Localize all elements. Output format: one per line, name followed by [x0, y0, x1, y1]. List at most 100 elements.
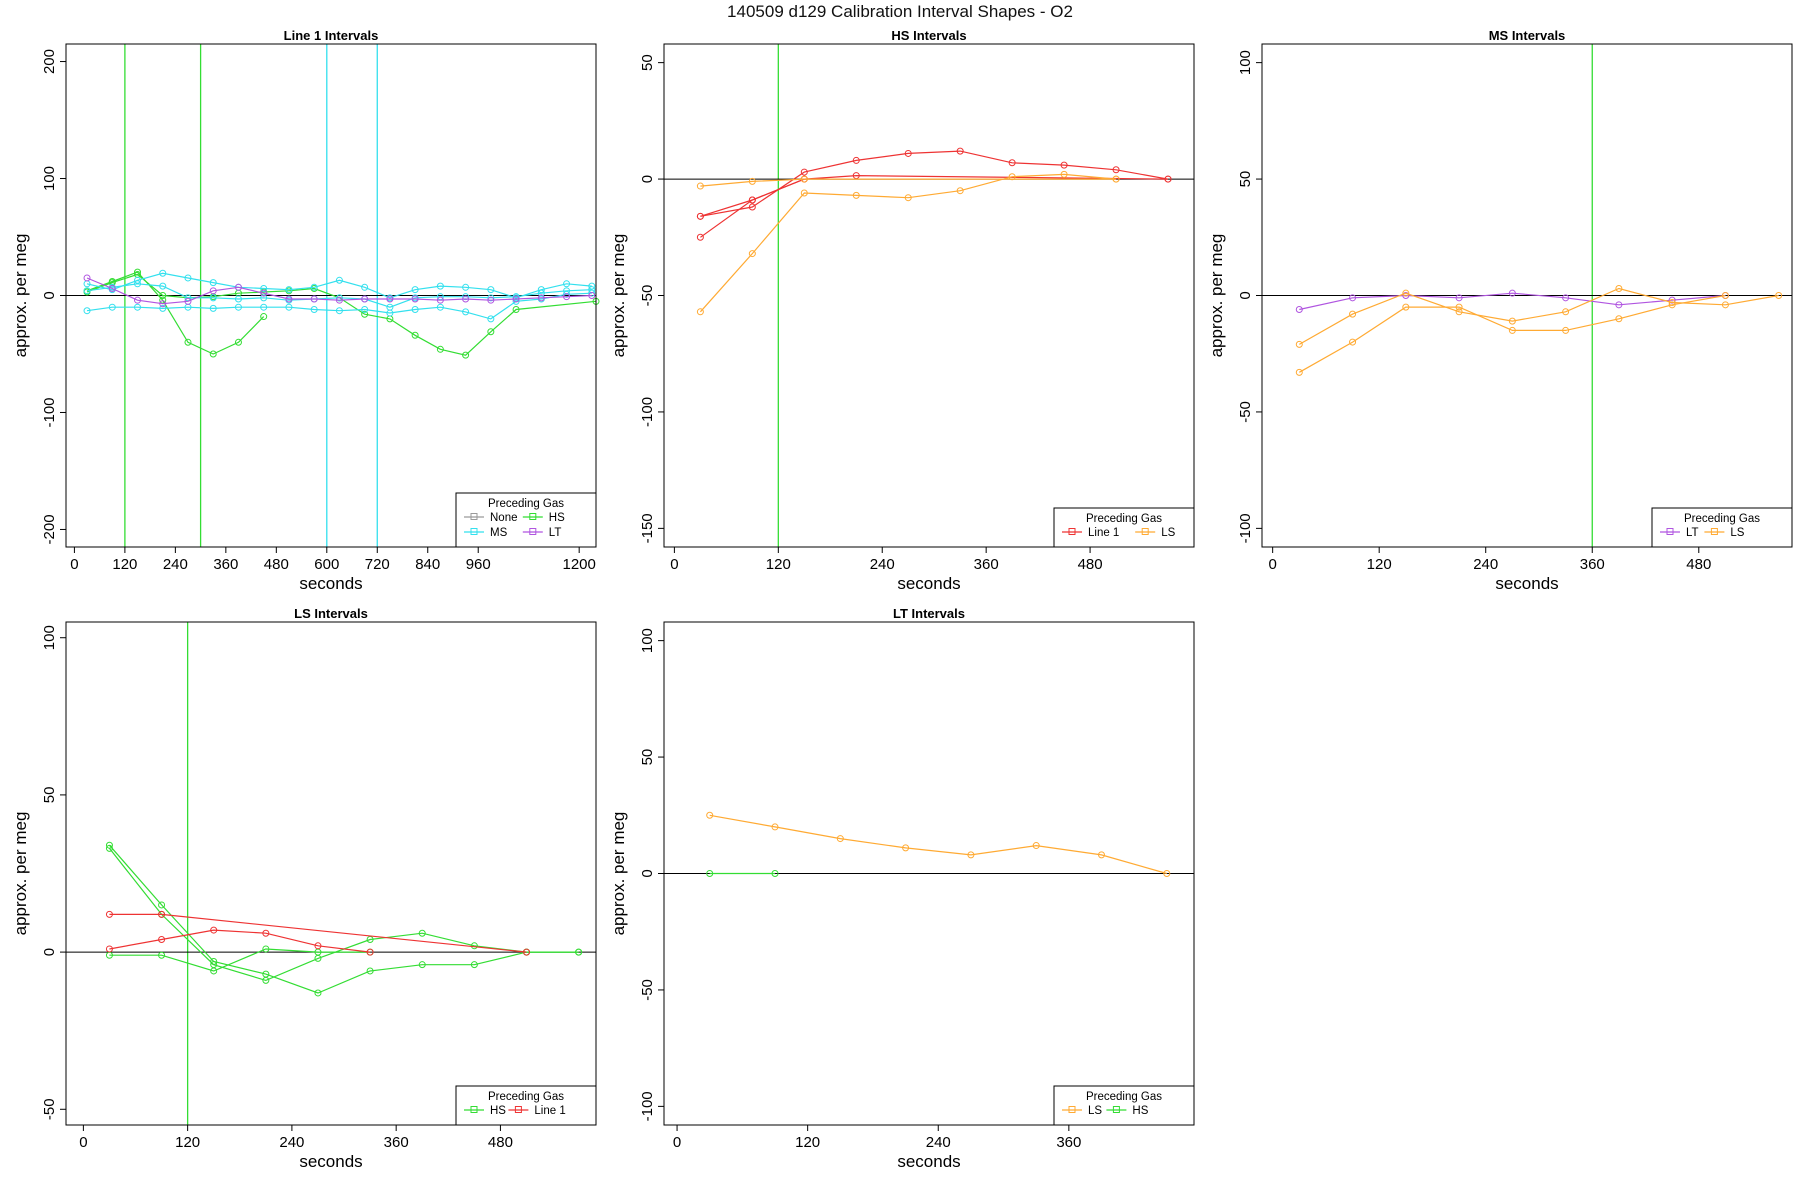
- x-tick-label: 480: [1078, 556, 1103, 573]
- data-point: [1097, 851, 1105, 859]
- data-point: [956, 187, 964, 195]
- data-point: [748, 177, 756, 185]
- data-point: [209, 294, 217, 302]
- x-tick-label: 240: [926, 1134, 951, 1151]
- data-point: [512, 306, 520, 314]
- legend: Preceding Gas LS HS: [1053, 1085, 1195, 1126]
- data-point: [1668, 301, 1676, 309]
- data-point: [1295, 340, 1303, 348]
- y-tick-label: -50: [41, 1098, 58, 1120]
- data-point: [314, 942, 322, 950]
- data-point: [588, 282, 596, 290]
- x-tick-label: 120: [766, 556, 791, 573]
- data-point: [1508, 317, 1516, 325]
- data-point: [366, 967, 374, 975]
- data-point: [1668, 296, 1676, 304]
- data-point: [696, 212, 704, 220]
- y-tick-label: -50: [639, 979, 656, 1001]
- series-line-line-1-2: [700, 178, 805, 238]
- legend-swatch-marker: [470, 513, 478, 520]
- panel-5: LT Intervals 0 120 240 360 seconds -100 -50 0 50 1…: [609, 606, 1195, 1171]
- data-point: [462, 295, 470, 303]
- y-tick-label: 100: [41, 625, 58, 650]
- series-line-lt-6: [86, 277, 592, 305]
- x-tick-label: 480: [488, 1134, 513, 1151]
- plot-frame: [65, 621, 597, 1126]
- y-tick-label: 0: [639, 175, 656, 183]
- data-point: [462, 293, 470, 301]
- legend: Preceding Gas LT LS: [1651, 507, 1793, 548]
- y-tick-label: 50: [1237, 171, 1254, 188]
- data-point: [361, 306, 369, 314]
- x-axis-label: seconds: [897, 574, 960, 593]
- legend-swatch-marker: [1068, 528, 1076, 535]
- x-tick-label: 120: [112, 556, 137, 573]
- legend-entry: HS: [490, 1105, 506, 1117]
- data-point: [1562, 326, 1570, 334]
- data-point: [1455, 303, 1463, 311]
- legend-swatch-marker: [1141, 528, 1149, 535]
- series-line-line-1-1: [700, 150, 1169, 217]
- data-point: [285, 303, 293, 311]
- data-point: [487, 315, 495, 323]
- x-tick-label: 240: [1473, 556, 1498, 573]
- legend-entry: LS: [1161, 527, 1175, 539]
- series-line-line-1-5: [109, 929, 371, 953]
- data-point: [209, 279, 217, 287]
- legend-entry: MS: [490, 527, 508, 539]
- legend-entry: LT: [549, 527, 562, 539]
- data-point: [1112, 175, 1120, 183]
- data-point: [209, 304, 217, 312]
- y-tick-label: 0: [1237, 291, 1254, 299]
- data-point: [418, 961, 426, 969]
- data-point: [314, 989, 322, 997]
- x-axis-label: seconds: [299, 574, 362, 593]
- series-line-ms-5: [86, 283, 592, 308]
- y-axis-label: approx. per meg: [11, 812, 30, 936]
- x-tick-label: 360: [974, 556, 999, 573]
- legend-swatch-marker: [1710, 528, 1718, 535]
- legend-entry: LT: [1686, 527, 1699, 539]
- data-point: [1615, 301, 1623, 309]
- data-point: [512, 293, 520, 301]
- data-point: [1349, 338, 1357, 346]
- legend-entry: LS: [1088, 1105, 1102, 1117]
- data-point: [487, 328, 495, 336]
- data-point: [310, 295, 318, 303]
- y-tick-label: 0: [639, 869, 656, 877]
- data-point: [310, 283, 318, 291]
- data-point: [411, 286, 419, 294]
- x-tick-label: 840: [415, 556, 440, 573]
- figure-title: 140509 d129 Calibration Interval Shapes …: [727, 2, 1073, 21]
- y-tick-label: -100: [41, 397, 58, 427]
- data-point: [1455, 308, 1463, 316]
- data-point: [159, 300, 167, 308]
- data-point: [575, 948, 583, 956]
- x-tick-label: 480: [264, 556, 289, 573]
- legend-entry: None: [490, 512, 518, 524]
- data-point: [159, 282, 167, 290]
- y-axis-label: approx. per meg: [609, 234, 628, 358]
- panel-title: LS Intervals: [294, 606, 368, 621]
- data-point: [310, 306, 318, 314]
- data-point: [83, 307, 91, 315]
- series-line-ms-4: [86, 272, 592, 299]
- legend-entry: Line 1: [1088, 527, 1119, 539]
- data-point: [361, 310, 369, 318]
- data-point: [134, 280, 142, 288]
- data-point: [335, 307, 343, 315]
- panel-title: Line 1 Intervals: [284, 28, 379, 43]
- legend-title: Preceding Gas: [1086, 513, 1162, 525]
- data-point: [563, 280, 571, 288]
- data-point: [1615, 315, 1623, 323]
- data-point: [487, 296, 495, 304]
- data-point: [234, 303, 242, 311]
- data-point: [83, 274, 91, 282]
- data-point: [1295, 368, 1303, 376]
- series-line-ls-3: [1299, 294, 1726, 373]
- data-point: [158, 936, 166, 944]
- x-tick-label: 360: [1580, 556, 1605, 573]
- y-axis-label: approx. per meg: [1207, 234, 1226, 358]
- data-point: [1112, 166, 1120, 174]
- data-point: [105, 910, 113, 918]
